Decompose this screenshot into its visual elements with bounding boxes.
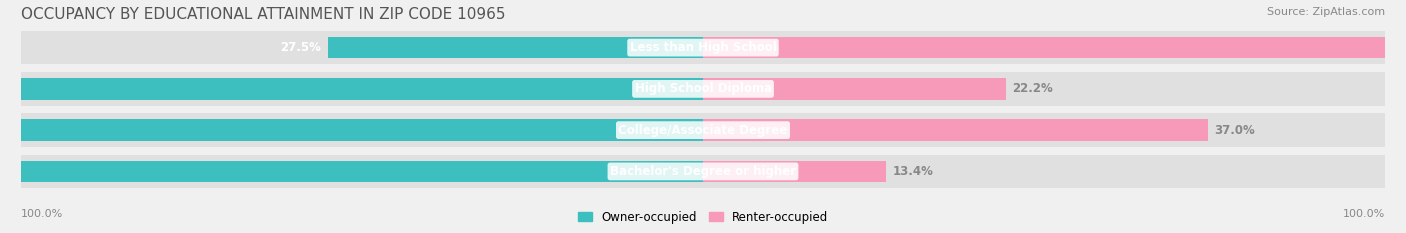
Bar — [21, 113, 1385, 147]
Text: College/Associate Degree: College/Associate Degree — [619, 124, 787, 137]
Text: 100.0%: 100.0% — [21, 209, 63, 219]
Bar — [0, 78, 703, 100]
Bar — [0, 161, 703, 182]
Bar — [21, 31, 1385, 64]
Text: 100.0%: 100.0% — [1343, 209, 1385, 219]
Text: High School Diploma: High School Diploma — [634, 82, 772, 95]
Text: 13.4%: 13.4% — [893, 165, 934, 178]
Text: 27.5%: 27.5% — [280, 41, 321, 54]
Text: OCCUPANCY BY EDUCATIONAL ATTAINMENT IN ZIP CODE 10965: OCCUPANCY BY EDUCATIONAL ATTAINMENT IN Z… — [21, 7, 506, 22]
Bar — [21, 155, 1385, 188]
Bar — [703, 78, 1005, 100]
Bar — [703, 161, 886, 182]
Bar — [703, 119, 1208, 141]
Bar — [703, 37, 1406, 58]
Text: 22.2%: 22.2% — [1012, 82, 1053, 95]
Legend: Owner-occupied, Renter-occupied: Owner-occupied, Renter-occupied — [574, 207, 832, 227]
Bar — [328, 37, 703, 58]
Bar — [21, 72, 1385, 106]
Text: Source: ZipAtlas.com: Source: ZipAtlas.com — [1267, 7, 1385, 17]
Text: 37.0%: 37.0% — [1215, 124, 1256, 137]
Text: Less than High School: Less than High School — [630, 41, 776, 54]
Text: Bachelor's Degree or higher: Bachelor's Degree or higher — [610, 165, 796, 178]
Bar — [0, 119, 703, 141]
